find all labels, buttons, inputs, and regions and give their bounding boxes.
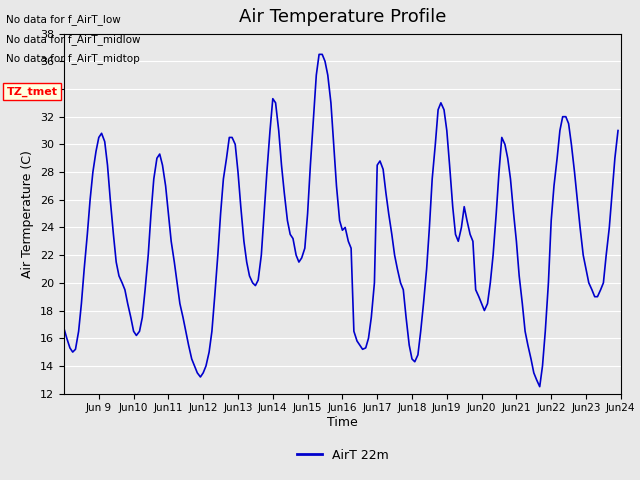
Text: No data for f_AirT_low: No data for f_AirT_low (6, 14, 121, 25)
Text: TZ_tmet: TZ_tmet (6, 86, 58, 96)
Text: No data for f_AirT_midtop: No data for f_AirT_midtop (6, 53, 140, 64)
Legend: AirT 22m: AirT 22m (292, 444, 393, 467)
X-axis label: Time: Time (327, 416, 358, 429)
Title: Air Temperature Profile: Air Temperature Profile (239, 9, 446, 26)
Y-axis label: Air Termperature (C): Air Termperature (C) (22, 150, 35, 277)
Text: No data for f_AirT_midlow: No data for f_AirT_midlow (6, 34, 141, 45)
